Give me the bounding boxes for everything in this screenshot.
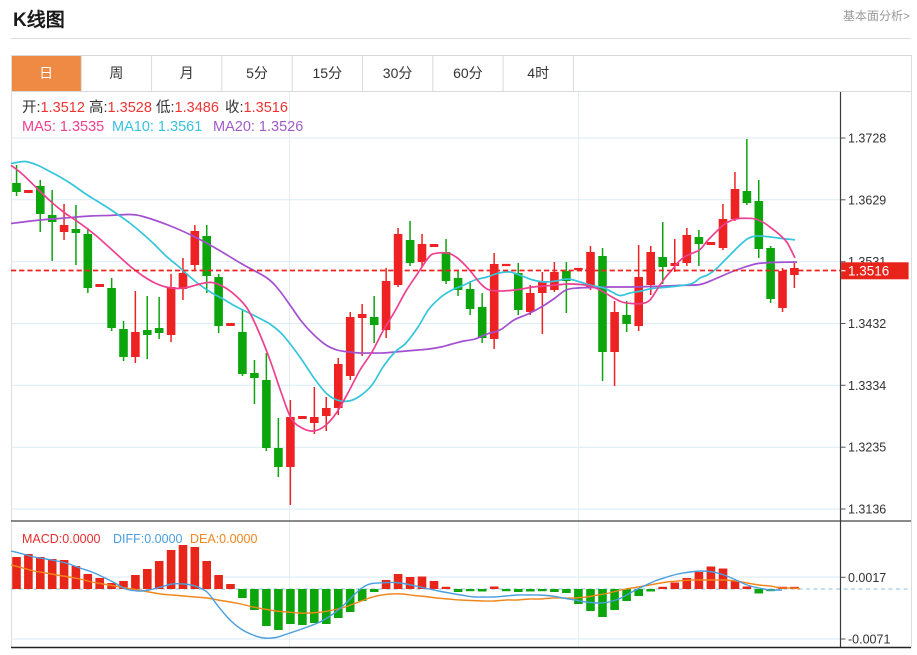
svg-text:MACD:0.0000: MACD:0.0000 xyxy=(22,532,101,546)
svg-text:5分: 5分 xyxy=(246,65,268,81)
svg-text:1.3516: 1.3516 xyxy=(848,264,889,279)
svg-text:60分: 60分 xyxy=(453,65,483,81)
svg-text:日: 日 xyxy=(39,65,53,81)
svg-text:4时: 4时 xyxy=(527,65,549,81)
svg-text:基本面分析>: 基本面分析> xyxy=(843,9,910,23)
svg-text:1.3235: 1.3235 xyxy=(848,441,886,455)
svg-text:DEA:0.0000: DEA:0.0000 xyxy=(190,532,257,546)
svg-text:-0.0071: -0.0071 xyxy=(848,633,890,647)
svg-text:月: 月 xyxy=(180,65,194,81)
svg-text:0.0017: 0.0017 xyxy=(848,571,886,585)
svg-text:DIFF:0.0000: DIFF:0.0000 xyxy=(113,532,183,546)
svg-text:1.3136: 1.3136 xyxy=(848,503,886,517)
svg-text:1.3728: 1.3728 xyxy=(848,132,886,146)
svg-text:1.3334: 1.3334 xyxy=(848,379,886,393)
svg-text:1.3432: 1.3432 xyxy=(848,317,886,331)
svg-text:1.3629: 1.3629 xyxy=(848,193,886,207)
svg-text:15分: 15分 xyxy=(313,65,343,81)
svg-text:周: 周 xyxy=(109,65,123,81)
svg-text:K线图: K线图 xyxy=(13,8,65,31)
svg-text:30分: 30分 xyxy=(383,65,413,81)
